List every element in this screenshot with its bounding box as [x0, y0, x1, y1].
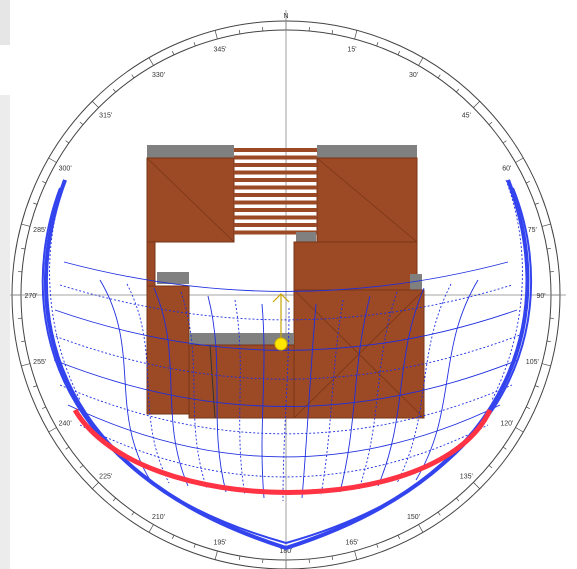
left-panel-edge — [0, 0, 10, 569]
bearing-label: 45' — [462, 113, 471, 120]
bearing-label: 135' — [460, 473, 473, 480]
sun-path-curves — [49, 179, 523, 502]
bearing-label: 150' — [407, 514, 420, 521]
pergola-slats — [234, 148, 317, 235]
bearing-label: 15' — [347, 47, 356, 54]
north-arrow-icon — [272, 293, 290, 340]
roof-centre-lower — [188, 344, 295, 419]
roof-left-lower — [146, 285, 190, 415]
bearing-label: 105' — [526, 359, 539, 366]
bearing-label: 240' — [59, 421, 72, 428]
north-label: N — [283, 13, 288, 20]
sun-marker-icon[interactable] — [274, 337, 288, 351]
bearing-label: 270' — [24, 293, 37, 300]
winter-solstice-band — [72, 408, 493, 495]
parapet-left-middle — [157, 272, 189, 284]
summer-solstice-band-inner — [41, 187, 533, 545]
compass-ring: N 15' 30' 45' 60' 75' 90' 105' 120' 135' 150' 165'… — [10, 10, 566, 569]
bearing-label: 30' — [409, 72, 418, 79]
bearing-label: 180' — [279, 548, 292, 555]
compass-ticks — [12, 21, 560, 569]
bearing-label: 225' — [99, 473, 112, 480]
bearing-label: 255' — [33, 359, 46, 366]
bearing-label: 195' — [213, 539, 226, 546]
bearing-label: 285' — [33, 227, 46, 234]
bearing-label: 60' — [502, 166, 511, 173]
bearing-label: 210' — [152, 514, 165, 521]
roof-right-middle — [293, 241, 418, 291]
panel-edge-top — [0, 0, 10, 45]
bearing-label: 90' — [536, 293, 545, 300]
bearing-label: 345' — [213, 47, 226, 54]
parapet-left-top — [147, 145, 234, 158]
bearing-label: 165' — [345, 539, 358, 546]
bearing-label: 120' — [500, 421, 513, 428]
building-model — [146, 145, 425, 419]
bearing-label: 330' — [152, 72, 165, 79]
bearing-label: 300' — [59, 166, 72, 173]
bearing-label: 315' — [99, 113, 112, 120]
panel-edge-bottom — [0, 95, 10, 569]
bearing-label: 75' — [528, 227, 537, 234]
summer-solstice-band — [43, 179, 530, 551]
bearing-labels: 15' 30' 45' 60' 75' 90' 105' 120' 135' 150' 165' 18… — [24, 47, 545, 555]
parapet-right-top — [317, 145, 417, 158]
